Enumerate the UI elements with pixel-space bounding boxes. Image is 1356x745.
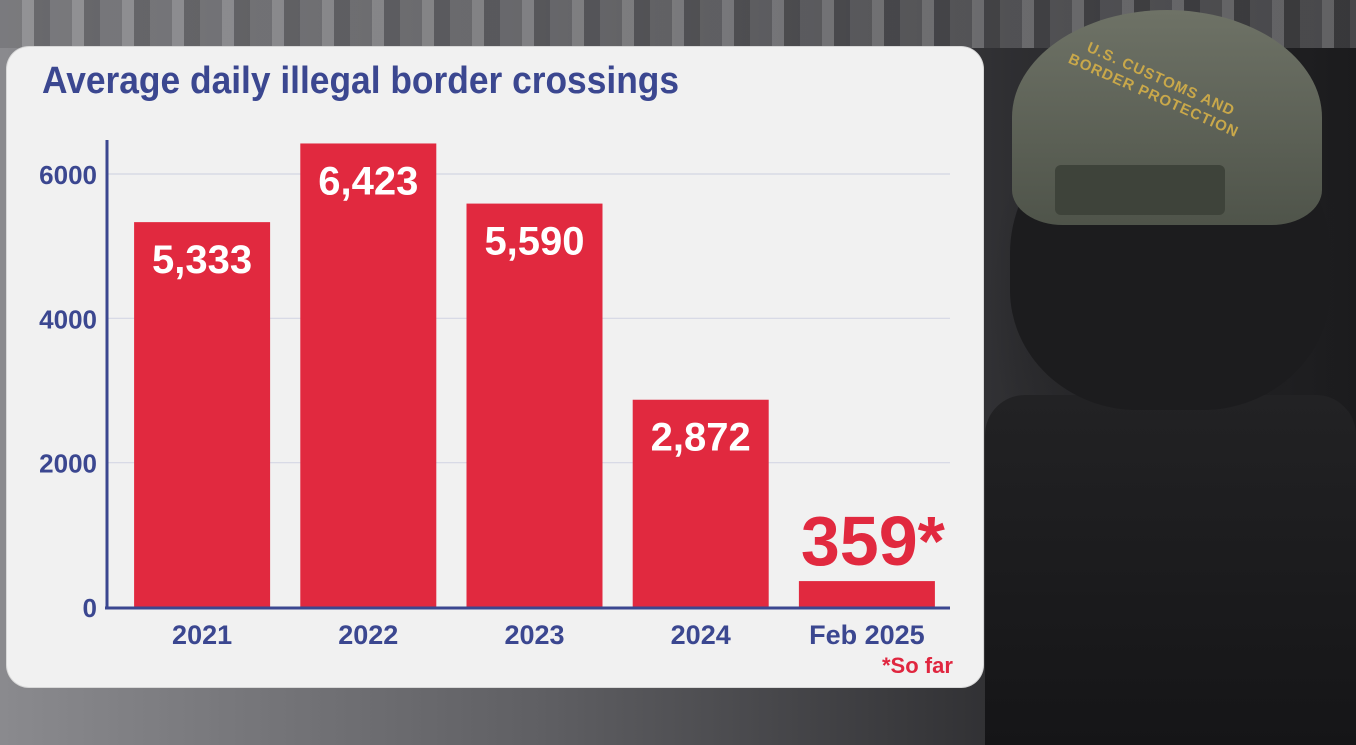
y-tick-label: 4000 <box>39 304 97 334</box>
x-tick-label: 2022 <box>338 620 398 650</box>
bar-value-label: 5,590 <box>484 220 584 264</box>
bar-value-label: 359* <box>801 502 946 580</box>
bar-value-label: 5,333 <box>152 238 252 282</box>
chart-title: Average daily illegal border crossings <box>42 60 680 102</box>
bar <box>632 399 769 607</box>
bar <box>798 581 935 607</box>
bar <box>300 143 437 607</box>
x-tick-label: 2024 <box>671 620 731 650</box>
chart-footnote: *So far <box>882 653 953 678</box>
bar-value-label: 6,423 <box>318 159 418 203</box>
bar-value-label: 2,872 <box>651 416 751 460</box>
bar <box>134 222 271 607</box>
officer-body <box>985 395 1356 745</box>
x-tick-label: 2021 <box>172 620 232 650</box>
y-tick-label: 0 <box>83 593 97 623</box>
bar <box>466 203 603 608</box>
x-tick-label: 2023 <box>504 620 564 650</box>
y-tick-label: 2000 <box>39 449 97 479</box>
x-tick-label: Feb 2025 <box>809 620 925 650</box>
cap-strap <box>1055 165 1225 215</box>
y-tick-label: 6000 <box>39 160 97 190</box>
